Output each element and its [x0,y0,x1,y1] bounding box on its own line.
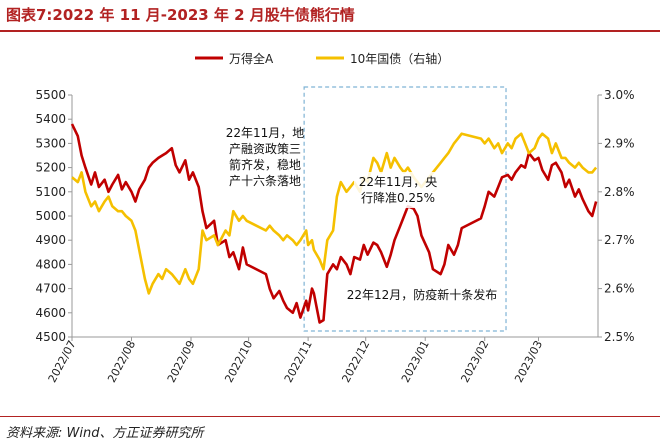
source-rule [0,416,660,417]
y-left-tick-label: 5500 [35,88,66,102]
y-left-tick-label: 4700 [35,282,66,296]
y-right-tick-label: 2.5% [604,330,635,344]
x-tick-label: 2022/07 [46,338,79,384]
y-right-tick-label: 2.7% [604,233,635,247]
y-right-tick-label: 2.9% [604,136,635,150]
y-right-tick-label: 3.0% [604,88,635,102]
y-right-tick-label: 2.8% [604,185,635,199]
annotation-text: 22年11月，央 [359,175,438,189]
annotation-text: 22年12月，防疫新十条发布 [347,287,498,302]
highlight-box [303,86,507,332]
y-left-tick-label: 5100 [35,185,66,199]
legend-label: 10年国债（右轴） [350,51,449,66]
x-tick-label: 2023/01 [399,338,432,384]
y-left-tick-label: 5400 [35,112,66,126]
y-left-tick-label: 5200 [35,161,66,175]
y-left-tick-label: 5300 [35,136,66,150]
y-left-tick-label: 5000 [35,209,66,223]
annotation-text: 行降准0.25% [361,191,435,205]
x-tick-label: 2022/12 [339,338,372,384]
y-right-tick-label: 2.6% [604,282,635,296]
y-left-tick-label: 4800 [35,257,66,271]
title-rule [0,30,660,32]
source-note: 资料来源: Wind、方正证券研究所 [6,426,204,441]
y-left-tick-label: 4600 [35,306,66,320]
annotation-text: 产融资政策三 [229,142,301,156]
x-tick-label: 2022/09 [165,338,198,384]
annotation-text: 产十六条落地 [229,174,301,188]
annotation-bg [354,172,442,208]
y-left-tick-label: 4500 [35,330,66,344]
annotation-text: 箭齐发，稳地 [229,157,301,172]
x-tick-label: 2023/02 [458,338,491,384]
legend-label: 万得全A [229,51,274,66]
x-tick-label: 2022/10 [222,338,255,384]
chart-title: 图表7:2022 年 11 月-2023 年 2 月股牛债熊行情 [6,6,355,24]
series-line-10y-bond [71,132,598,295]
x-tick-label: 2023/03 [512,338,545,384]
x-tick-label: 2022/11 [282,338,315,384]
x-tick-label: 2022/08 [105,338,138,384]
series-line-wind-a [70,123,598,324]
annotation-text: 22年11月，地 [226,126,305,140]
y-left-tick-label: 4900 [35,233,66,247]
